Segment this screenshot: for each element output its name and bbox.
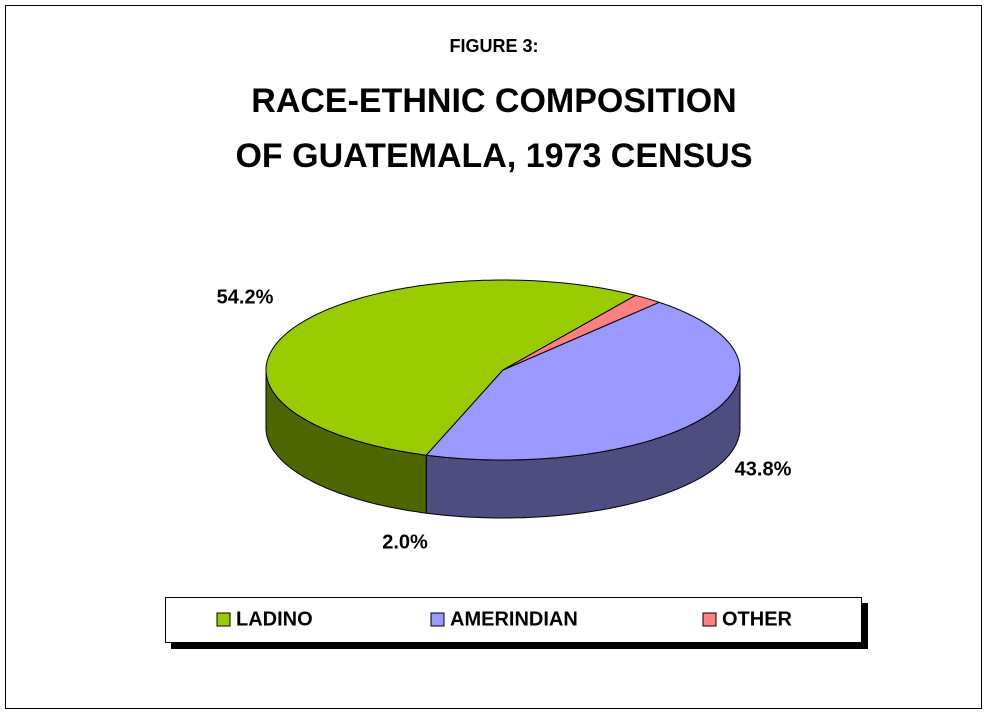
legend-label: AMERINDIAN <box>450 608 578 630</box>
legend-box <box>165 597 862 643</box>
data-label: 43.8% <box>735 458 792 480</box>
chart-title: OF GUATEMALA, 1973 CENSUS <box>235 137 752 175</box>
legend-label: OTHER <box>722 608 793 630</box>
slice <box>502 294 661 371</box>
chart-subtitle: FIGURE 3: <box>449 36 538 56</box>
legend-swatch <box>430 612 445 627</box>
legend-swatch <box>216 612 231 627</box>
legend-label: LADINO <box>236 608 313 630</box>
data-label: 54.2% <box>217 286 274 308</box>
data-label: 2.0% <box>382 531 428 553</box>
slice <box>425 301 741 461</box>
legend-swatch <box>702 612 717 627</box>
chart-title: RACE-ETHNIC COMPOSITION <box>251 82 736 120</box>
pie <box>265 279 741 519</box>
slice <box>265 279 637 456</box>
